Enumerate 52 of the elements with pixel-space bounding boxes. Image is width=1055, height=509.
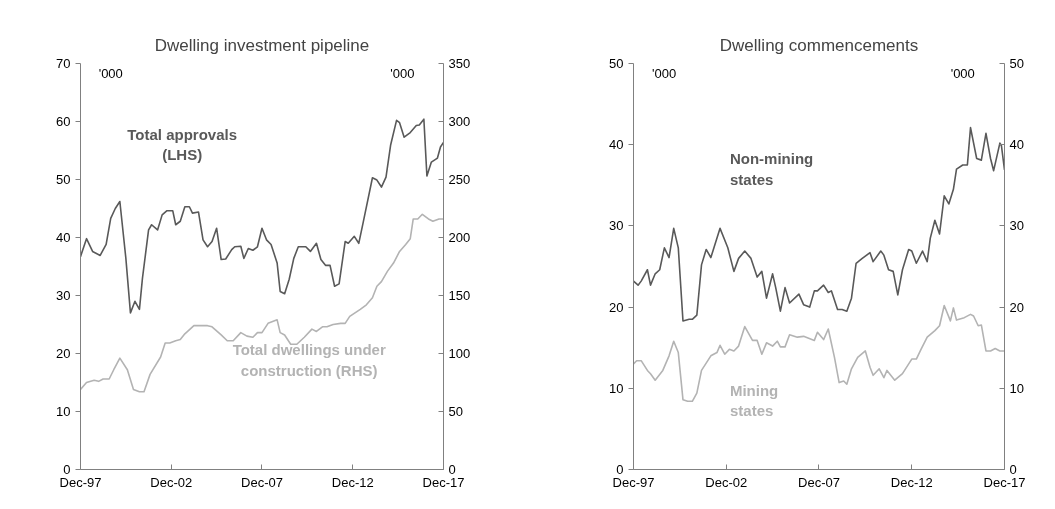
y2-tick-label: 0	[448, 462, 456, 477]
y2-tick-label: 200	[448, 230, 471, 245]
annotation: '000	[390, 65, 415, 81]
y2-tick-label: 50	[1009, 56, 1024, 71]
line-series	[633, 304, 1005, 403]
y-tick-label: 20	[609, 299, 624, 315]
y2-tick-label: 300	[448, 114, 471, 129]
y2-tick-label: 40	[1009, 137, 1024, 153]
y-tick-label: 20	[56, 346, 71, 361]
y2-tick-label: 20	[1009, 299, 1024, 315]
y2-tick-label: 50	[448, 404, 463, 419]
x-tick-label: Dec-12	[890, 474, 933, 490]
y2-tick-label: 250	[448, 172, 471, 187]
chart-title: Dwelling commencements	[719, 35, 919, 55]
x-tick-label: Dec-02	[150, 474, 193, 490]
annotation: '000	[950, 65, 975, 81]
y-tick-label: 30	[609, 218, 624, 234]
y-tick-label: 40	[56, 230, 71, 245]
y-tick-label: 50	[609, 56, 624, 71]
x-tick-label: Dec-12	[331, 474, 374, 490]
x-tick-label: Dec-07	[798, 474, 840, 490]
x-tick-label: Dec-97	[612, 474, 655, 490]
line-series	[80, 118, 444, 314]
y2-tick-label: 350	[448, 56, 471, 71]
y-tick-label: 10	[56, 404, 71, 419]
y2-tick-label: 100	[448, 346, 471, 361]
y-tick-label: 50	[56, 172, 71, 187]
text: Total approvals (LHS)	[127, 126, 238, 164]
y2-tick-label: 150	[448, 288, 471, 303]
text: Non-mining states	[729, 150, 814, 188]
series-label: Total dwellings under construction (RHS)	[232, 341, 386, 379]
y-tick-label: 0	[616, 462, 624, 477]
y2-tick-label: 0	[1009, 462, 1017, 477]
x-tick-label: Dec-07	[241, 474, 283, 490]
y-tick-label: 0	[63, 462, 71, 477]
x-tick-label: Dec-17	[422, 474, 465, 490]
y-tick-label: 40	[609, 137, 624, 153]
x-tick-label: Dec-97	[59, 474, 102, 490]
chart-title: Dwelling investment pipeline	[154, 35, 370, 55]
line-series	[80, 213, 444, 393]
x-tick-label: Dec-02	[705, 474, 748, 490]
y-tick-label: 60	[56, 114, 71, 129]
y2-tick-label: 10	[1009, 380, 1024, 396]
line-series	[633, 126, 1005, 322]
y-tick-label: 10	[609, 380, 624, 396]
y-tick-label: 30	[56, 288, 71, 303]
annotation: '000	[652, 65, 677, 81]
y-tick-label: 70	[56, 56, 71, 71]
y2-tick-label: 30	[1009, 218, 1024, 234]
annotation: '000	[98, 65, 123, 81]
x-tick-label: Dec-17	[983, 474, 1026, 490]
series-label: Mining states	[729, 381, 779, 420]
